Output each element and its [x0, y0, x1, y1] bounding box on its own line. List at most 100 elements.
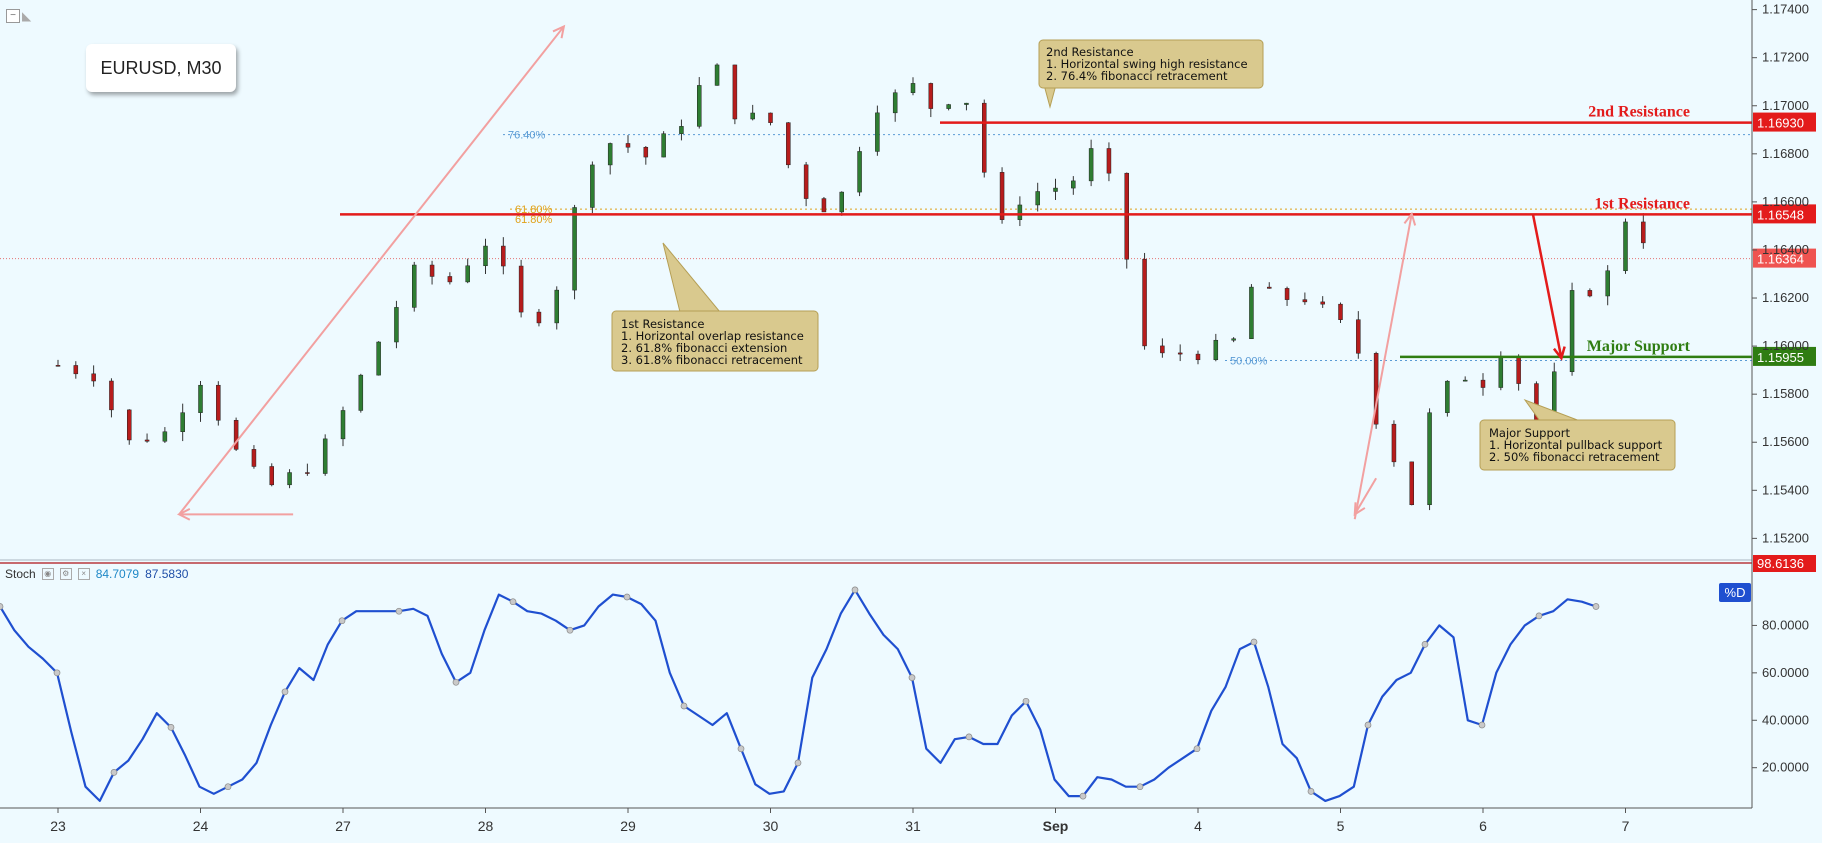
stoch-point — [1193, 745, 1201, 753]
y-tick-label: 1.15600 — [1762, 434, 1809, 449]
indicator-name[interactable]: Stoch — [5, 567, 36, 581]
candle-body — [857, 151, 862, 193]
candle-body — [429, 264, 435, 277]
fib-label: 61.80% — [515, 204, 553, 216]
indicator-header: Stoch ◉ ⚙ × 84.7079 87.5830 — [5, 567, 188, 581]
y-tick-label: 1.16400 — [1762, 242, 1809, 257]
symbol-title: EURUSD, M30 — [100, 57, 222, 78]
candle-body — [679, 126, 684, 134]
candle-body — [892, 92, 898, 114]
candle-body — [768, 112, 773, 123]
candle-body — [1445, 380, 1450, 413]
forecast-arrow-head — [1552, 346, 1566, 361]
y-tick-label: 1.16200 — [1762, 290, 1809, 305]
candle-body — [697, 85, 702, 127]
stoch-point — [1136, 783, 1144, 791]
candle-body — [1071, 180, 1076, 189]
stoch-point — [623, 593, 631, 601]
stoch-point — [1022, 697, 1030, 705]
eye-icon[interactable]: ◉ — [41, 568, 54, 580]
drawing-arrow-head — [552, 24, 566, 39]
callout-first-resistance: 1st Resistance 1. Horizontal overlap res… — [621, 318, 804, 366]
candle-body — [732, 64, 738, 120]
candle-body — [1356, 319, 1361, 354]
candle-body — [839, 191, 844, 213]
candle-body — [1409, 461, 1414, 506]
candle-body — [1391, 423, 1397, 463]
candle-body — [554, 289, 559, 324]
fib-label: 50.00% — [1230, 356, 1268, 368]
candle-body — [590, 164, 595, 208]
stoch-y-tick-label: 40.0000 — [1762, 712, 1809, 727]
y-tick-label: 1.16600 — [1762, 194, 1809, 209]
indicator-k-value: 84.7079 — [95, 567, 140, 581]
callout-second-resistance: 2nd Resistance 1. Horizontal swing high … — [1046, 46, 1248, 82]
candle-body — [394, 307, 399, 343]
chevron-left-icon[interactable]: ◣ — [22, 9, 32, 23]
callout-major-support: Major Support 1. Horizontal pullback sup… — [1489, 427, 1662, 463]
candle-body — [1320, 301, 1325, 305]
candle-body — [501, 245, 506, 267]
price-tag-label: 1.16548 — [1757, 207, 1804, 222]
candle-body — [1427, 412, 1432, 506]
x-tick-label: 31 — [905, 818, 921, 834]
candle-body — [447, 276, 453, 283]
stoch-point — [167, 724, 175, 731]
candle-body — [1124, 172, 1129, 260]
stoch-point — [1592, 603, 1600, 610]
y-tick-label: 1.15200 — [1762, 530, 1809, 545]
candle-body — [233, 420, 239, 450]
y-tick-label: 1.17000 — [1762, 98, 1809, 113]
series-tag — [1719, 583, 1751, 602]
candle-body — [946, 104, 951, 109]
candle-body — [376, 341, 381, 376]
candle-body — [55, 365, 61, 367]
candle-body — [1106, 148, 1112, 174]
indicator-d-value: 87.5830 — [145, 567, 189, 581]
callout-first-resistance-box — [611, 310, 819, 372]
level-label: 1st Resistance — [1594, 195, 1690, 212]
stoch-point — [110, 769, 118, 776]
candle-body — [1177, 352, 1183, 355]
candle-body — [964, 102, 969, 105]
stoch-point — [1250, 638, 1258, 646]
candle-body — [1035, 191, 1040, 206]
stoch-point — [1079, 792, 1087, 800]
x-tick-label: 30 — [763, 818, 779, 834]
stoch-point — [1307, 788, 1315, 795]
candle-body — [1017, 204, 1023, 220]
candle-body — [625, 143, 631, 148]
settings-icon[interactable]: ⚙ — [59, 568, 72, 580]
forecast-arrow — [1531, 213, 1563, 359]
stoch-point — [1421, 641, 1429, 648]
close-icon[interactable]: × — [77, 568, 90, 580]
stoch-top-tag — [1753, 555, 1816, 572]
candle-body — [1088, 148, 1094, 182]
stoch-point — [509, 598, 517, 606]
price-tag — [1753, 112, 1816, 132]
y-tick-label: 1.16000 — [1762, 338, 1809, 353]
candle-body — [1231, 338, 1236, 341]
candle-body — [1480, 379, 1486, 388]
stoch-y-tick-label: 80.0000 — [1762, 617, 1809, 632]
candle-body — [216, 384, 221, 421]
x-tick-label: 6 — [1479, 818, 1487, 834]
fib-label: 61.80% — [515, 214, 553, 226]
price-tag-label: 1.15955 — [1757, 350, 1804, 365]
stoch-point — [794, 759, 802, 767]
candle-body — [1053, 187, 1058, 192]
callout-title: 2nd Resistance — [1046, 45, 1134, 59]
candle-body — [786, 122, 791, 166]
stoch-y-tick-label: 60.0000 — [1762, 665, 1809, 680]
candle-body — [821, 198, 827, 213]
candle-body — [251, 449, 257, 467]
collapse-pane-button[interactable]: − — [6, 9, 20, 23]
candle-body — [162, 431, 168, 442]
callout-line: 1. Horizontal pullback support — [1489, 438, 1663, 452]
stoch-point — [737, 745, 745, 753]
candle-body — [1569, 290, 1575, 373]
candle-body — [1623, 221, 1628, 272]
stoch-point — [452, 678, 460, 686]
level-label: Major Support — [1587, 338, 1691, 355]
